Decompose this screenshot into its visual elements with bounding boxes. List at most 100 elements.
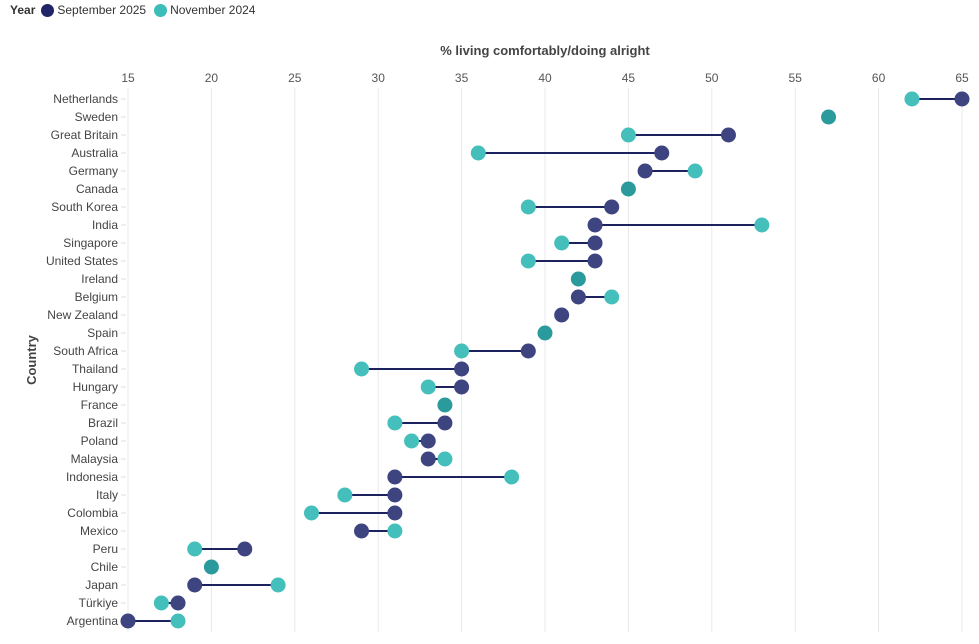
x-axis-title: % living comfortably/doing alright [440,43,650,58]
country-label: Sweden [75,110,118,124]
legend-item-sep-2025[interactable]: September 2025 [41,3,146,17]
x-tick-label: 40 [538,71,552,85]
x-tick-label: 45 [622,71,636,85]
country-label: Peru [93,542,118,556]
country-label: Chile [91,560,119,574]
point-sep-2025[interactable] [387,505,403,521]
point-nov-2024[interactable] [554,235,570,251]
country-label: Australia [71,146,118,160]
country-label: Canada [76,182,118,196]
point-sep-2025[interactable] [587,235,603,251]
country-label: Brazil [88,416,118,430]
point-sep-2025[interactable] [454,379,470,395]
point-nov-2024[interactable] [520,253,536,269]
point-nov-2024[interactable] [470,145,486,161]
point-nov-2024[interactable] [454,343,470,359]
x-tick-label: 20 [205,71,219,85]
country-label: Japan [85,578,118,592]
point-overlap[interactable] [570,271,586,287]
point-overlap[interactable] [821,109,837,125]
country-label: New Zealand [47,308,118,322]
country-label: South Korea [51,200,118,214]
x-axis-ticks: 15 20 25 30 35 40 45 50 55 60 65 [121,71,969,85]
point-sep-2025[interactable] [170,595,186,611]
x-tick-label: 65 [955,71,969,85]
point-nov-2024[interactable] [520,199,536,215]
point-sep-2025[interactable] [354,523,370,539]
country-label: Türkiye [79,596,119,610]
point-sep-2025[interactable] [520,343,536,359]
point-nov-2024[interactable] [387,523,403,539]
x-tick-label: 25 [288,71,302,85]
country-label: Great Britain [51,128,118,142]
country-label: France [81,398,119,412]
point-overlap[interactable] [537,325,553,341]
point-nov-2024[interactable] [303,505,319,521]
legend-swatch-sep-2025 [41,3,55,17]
point-overlap[interactable] [620,181,636,197]
point-nov-2024[interactable] [187,541,203,557]
data-marks [120,91,970,629]
point-nov-2024[interactable] [420,379,436,395]
x-tick-label: 15 [121,71,135,85]
country-label: Italy [96,488,118,502]
country-label: Netherlands [53,92,118,106]
country-label: Poland [81,434,118,448]
point-sep-2025[interactable] [554,307,570,323]
point-nov-2024[interactable] [437,451,453,467]
point-sep-2025[interactable] [654,145,670,161]
point-sep-2025[interactable] [237,541,253,557]
point-nov-2024[interactable] [404,433,420,449]
legend: Year September 2025 November 2024 [10,3,263,17]
country-label: Singapore [63,236,118,250]
point-overlap[interactable] [203,559,219,575]
point-sep-2025[interactable] [637,163,653,179]
point-sep-2025[interactable] [437,415,453,431]
point-nov-2024[interactable] [153,595,169,611]
gridlines [127,88,963,632]
country-label: Thailand [72,362,118,376]
point-nov-2024[interactable] [354,361,370,377]
country-label: Indonesia [66,470,118,484]
point-nov-2024[interactable] [754,217,770,233]
country-label: Belgium [75,290,118,304]
point-nov-2024[interactable] [687,163,703,179]
point-nov-2024[interactable] [904,91,920,107]
point-nov-2024[interactable] [387,415,403,431]
point-sep-2025[interactable] [420,451,436,467]
point-sep-2025[interactable] [604,199,620,215]
country-label: Colombia [67,506,118,520]
point-sep-2025[interactable] [120,613,136,629]
x-tick-label: 55 [789,71,803,85]
point-nov-2024[interactable] [337,487,353,503]
point-sep-2025[interactable] [387,469,403,485]
point-sep-2025[interactable] [587,217,603,233]
point-sep-2025[interactable] [570,289,586,305]
point-sep-2025[interactable] [954,91,970,107]
point-nov-2024[interactable] [604,289,620,305]
y-axis-title: Country [24,334,39,385]
legend-label-nov-2024: November 2024 [170,3,256,17]
country-label: Mexico [80,524,118,538]
legend-title: Year [10,3,36,17]
legend-label-sep-2025: September 2025 [57,3,147,17]
point-nov-2024[interactable] [170,613,186,629]
point-nov-2024[interactable] [620,127,636,143]
point-sep-2025[interactable] [587,253,603,269]
point-sep-2025[interactable] [187,577,203,593]
point-nov-2024[interactable] [504,469,520,485]
x-tick-label: 35 [455,71,469,85]
point-nov-2024[interactable] [270,577,286,593]
x-tick-label: 30 [372,71,386,85]
point-sep-2025[interactable] [387,487,403,503]
country-label: Hungary [73,380,118,394]
point-sep-2025[interactable] [420,433,436,449]
point-overlap[interactable] [437,397,453,413]
point-sep-2025[interactable] [454,361,470,377]
point-sep-2025[interactable] [720,127,736,143]
country-label: Germany [69,164,118,178]
x-tick-label: 50 [705,71,719,85]
country-label: India [92,218,118,232]
legend-item-nov-2024[interactable]: November 2024 [154,3,255,17]
